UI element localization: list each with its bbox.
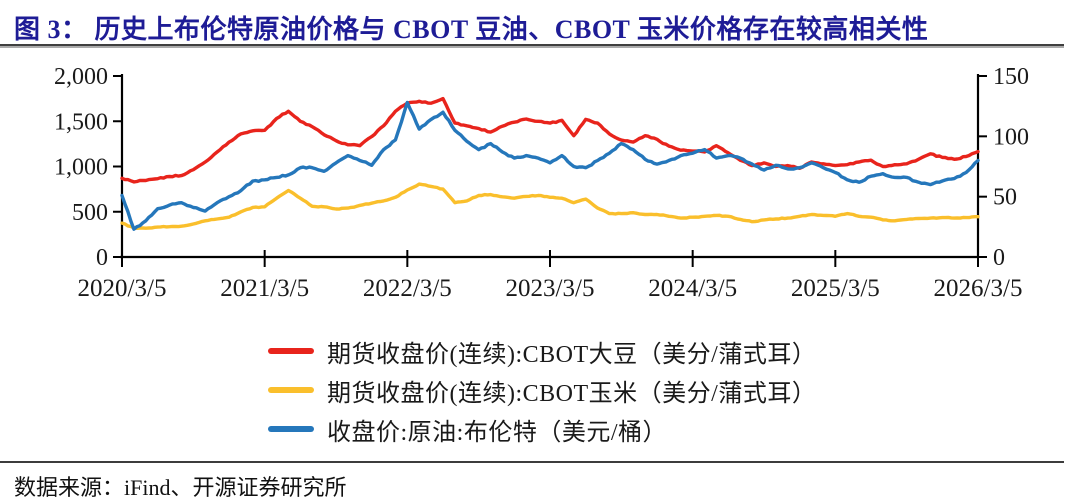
x-tick-label: 2021/3/5	[220, 275, 309, 302]
right-axis-labels: 150 100 50 0	[993, 64, 1029, 271]
right-tick-label: 150	[993, 64, 1029, 90]
legend-item-soybean: 期货收盘价(连续):CBOT大豆（美分/蒲式耳）	[268, 336, 817, 368]
series-line-0	[120, 96, 980, 184]
brent-line-swatch	[268, 426, 314, 432]
legend-label: 收盘价:原油:布伦特（美元/桶）	[327, 419, 668, 446]
legend-label: 期货收盘价(连续):CBOT大豆（美分/蒲式耳）	[327, 341, 817, 368]
left-axis-labels: 2,000 1,500 1,000 500 0	[54, 64, 108, 271]
x-tick-label: 2026/3/5	[934, 275, 1023, 302]
series-line-2	[120, 100, 980, 231]
soybean-line-swatch	[268, 348, 314, 354]
data-source: 数据来源：iFind、开源证券研究所	[14, 475, 347, 500]
left-tick-label: 500	[72, 200, 108, 226]
x-tick-label: 2023/3/5	[506, 275, 595, 302]
legend-label: 期货收盘价(连续):CBOT玉米（美分/蒲式耳）	[327, 380, 817, 407]
left-tick-label: 1,000	[54, 155, 108, 181]
x-tick-label: 2025/3/5	[791, 275, 880, 302]
figure-title: 图 3： 历史上布伦特原油价格与 CBOT 豆油、CBOT 玉米价格存在较高相关…	[14, 15, 929, 44]
legend-item-corn: 期货收盘价(连续):CBOT玉米（美分/蒲式耳）	[268, 375, 817, 407]
line-chart: 2,000 1,500 1,000 500 0 150 100 50 0 202…	[54, 64, 1029, 302]
right-tick-label: 100	[993, 124, 1029, 150]
x-tick-label: 2020/3/5	[78, 275, 167, 302]
right-tick-label: 0	[993, 245, 1005, 271]
x-axis-labels: 2020/3/5 2021/3/5 2022/3/5 2023/3/5 2024…	[78, 275, 1023, 302]
left-tick-label: 2,000	[54, 64, 108, 90]
x-tick-label: 2024/3/5	[648, 275, 737, 302]
legend-item-brent: 收盘价:原油:布伦特（美元/桶）	[268, 414, 816, 446]
chart-series	[120, 96, 980, 231]
axis-frame	[120, 74, 980, 259]
chart-legend: 期货收盘价(连续):CBOT大豆（美分/蒲式耳） 期货收盘价(连续):CBOT玉…	[268, 336, 817, 446]
corn-line-swatch	[268, 387, 314, 393]
source-divider	[0, 461, 1064, 463]
left-tick-label: 1,500	[54, 109, 108, 135]
axis-ticks	[113, 75, 987, 267]
left-tick-label: 0	[96, 245, 108, 271]
title-divider	[0, 44, 1064, 48]
right-tick-label: 50	[993, 185, 1017, 211]
x-tick-label: 2022/3/5	[363, 275, 452, 302]
series-line-1	[120, 182, 980, 230]
